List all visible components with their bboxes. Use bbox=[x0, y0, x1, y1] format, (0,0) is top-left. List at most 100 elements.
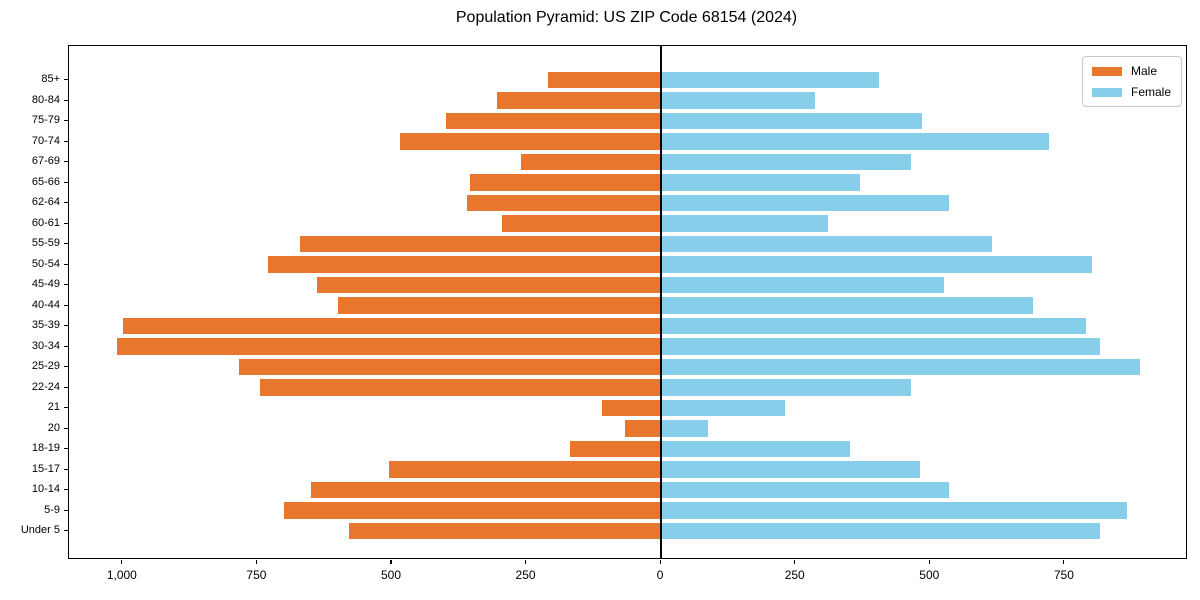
y-tick-mark bbox=[64, 489, 68, 491]
male-bar bbox=[445, 112, 662, 130]
female-bar bbox=[661, 317, 1087, 335]
x-tick-mark bbox=[524, 560, 527, 564]
legend-female-swatch bbox=[1091, 87, 1122, 97]
y-tick-label: 5-9 bbox=[44, 503, 60, 516]
x-tick-mark bbox=[659, 560, 661, 564]
y-tick-mark bbox=[64, 448, 68, 450]
x-tick-mark bbox=[928, 560, 930, 564]
y-tick-mark bbox=[64, 530, 68, 532]
y-tick-label: 10-14 bbox=[31, 483, 60, 495]
female-bar bbox=[661, 522, 1100, 540]
y-tick-label: 30-34 bbox=[31, 339, 60, 352]
y-tick-label: 35-39 bbox=[31, 319, 60, 331]
male-bar bbox=[268, 256, 662, 273]
x-tick-mark bbox=[1063, 560, 1065, 564]
y-tick-mark bbox=[64, 263, 68, 265]
x-tick-mark bbox=[794, 560, 796, 564]
female-bar bbox=[661, 174, 861, 191]
female-bar bbox=[661, 235, 993, 253]
male-bar bbox=[601, 399, 662, 417]
female-bar bbox=[661, 502, 1127, 519]
female-bar bbox=[661, 481, 950, 499]
male-bar bbox=[311, 481, 662, 499]
y-tick-mark bbox=[64, 427, 68, 429]
female-bar bbox=[661, 112, 923, 130]
male-bar bbox=[400, 133, 662, 150]
male-bar bbox=[569, 440, 662, 458]
male-bar bbox=[238, 358, 662, 376]
male-bar bbox=[338, 297, 662, 314]
legend-male-swatch bbox=[1091, 66, 1122, 76]
male-bar bbox=[548, 71, 662, 89]
male-bar bbox=[316, 276, 662, 294]
male-bar bbox=[470, 174, 662, 191]
x-tick-label: 250 bbox=[784, 568, 805, 582]
female-bar bbox=[661, 338, 1100, 355]
male-bar bbox=[260, 379, 662, 396]
y-tick-mark bbox=[64, 243, 68, 245]
y-tick-mark bbox=[64, 120, 68, 122]
x-tick-mark bbox=[390, 560, 392, 564]
x-tick-label: 750 bbox=[246, 568, 267, 582]
female-bar bbox=[661, 461, 920, 478]
x-tick-label: 500 bbox=[380, 568, 401, 582]
male-bar bbox=[624, 420, 662, 437]
x-tick-label: 500 bbox=[919, 568, 940, 582]
legend-male-label: Male bbox=[1130, 64, 1157, 78]
y-tick-label: Under 5 bbox=[20, 524, 60, 536]
y-tick-label: 80-84 bbox=[31, 93, 60, 106]
y-tick-label: 62-64 bbox=[31, 196, 60, 208]
x-tick-label: 750 bbox=[1053, 568, 1074, 582]
x-tick-mark bbox=[121, 560, 123, 564]
y-tick-mark bbox=[64, 407, 68, 409]
y-tick-mark bbox=[64, 345, 68, 347]
y-tick-mark bbox=[64, 284, 68, 286]
male-bar bbox=[300, 235, 662, 253]
y-tick-label: 75-79 bbox=[31, 114, 60, 126]
y-tick-label: 45-49 bbox=[31, 278, 60, 290]
zero-axis-line bbox=[660, 46, 663, 558]
y-tick-label: 15-17 bbox=[31, 462, 60, 475]
chart-title: Population Pyramid: US ZIP Code 68154 (2… bbox=[455, 9, 798, 26]
y-tick-mark bbox=[64, 99, 68, 101]
y-tick-mark bbox=[64, 366, 68, 368]
male-bar bbox=[389, 461, 662, 478]
y-tick-label: 85+ bbox=[41, 73, 60, 85]
y-tick-label: 18-19 bbox=[31, 442, 60, 454]
legend-female-label: Female bbox=[1130, 85, 1171, 99]
male-bar bbox=[117, 338, 662, 355]
female-bar bbox=[661, 420, 708, 437]
y-tick-label: 22-24 bbox=[31, 380, 60, 393]
legend-item-female: Female bbox=[1091, 85, 1171, 99]
female-bar bbox=[661, 92, 815, 109]
y-tick-label: 55-59 bbox=[31, 237, 60, 249]
female-bar bbox=[661, 440, 850, 458]
y-tick-mark bbox=[64, 202, 68, 204]
female-bar bbox=[661, 276, 944, 294]
y-tick-label: 65-66 bbox=[31, 175, 60, 188]
legend-item-male: Male bbox=[1091, 64, 1171, 78]
legend: Male Female bbox=[1081, 56, 1182, 107]
y-tick-mark bbox=[64, 509, 68, 511]
y-tick-label: 25-29 bbox=[31, 360, 60, 372]
y-tick-mark bbox=[64, 325, 68, 327]
y-tick-label: 20 bbox=[47, 421, 60, 434]
y-tick-mark bbox=[64, 79, 68, 81]
male-bar bbox=[122, 317, 662, 335]
male-bar bbox=[502, 215, 662, 232]
female-bar bbox=[661, 399, 785, 417]
female-bar bbox=[661, 358, 1141, 376]
male-bar bbox=[348, 522, 662, 540]
y-tick-mark bbox=[64, 222, 68, 224]
y-tick-label: 67-69 bbox=[31, 155, 60, 167]
y-tick-label: 60-61 bbox=[31, 216, 60, 229]
male-bar bbox=[284, 502, 662, 519]
female-bar bbox=[661, 297, 1033, 314]
x-tick-label: 250 bbox=[515, 568, 536, 582]
y-tick-mark bbox=[64, 304, 68, 306]
female-bar bbox=[661, 153, 912, 171]
plot-area: Male Female bbox=[68, 45, 1187, 559]
x-tick-mark bbox=[255, 560, 257, 564]
x-tick-label: 0 bbox=[656, 568, 664, 582]
